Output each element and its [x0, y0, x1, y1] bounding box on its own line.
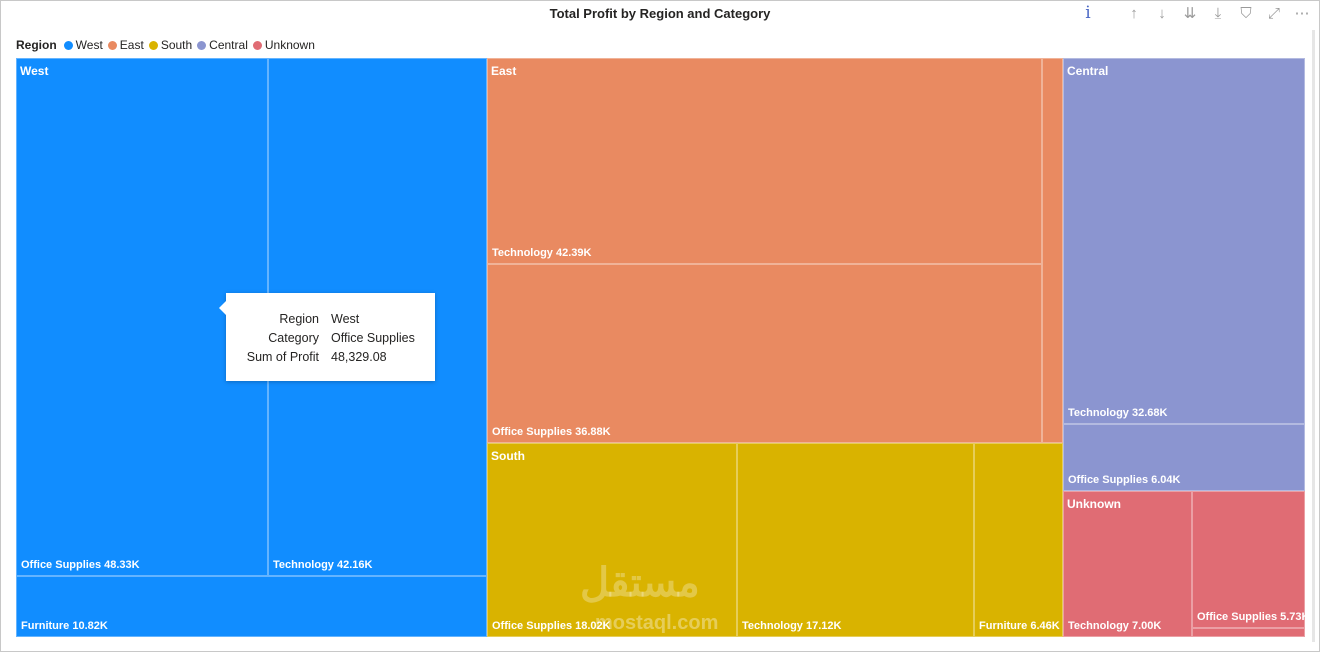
tooltip-value: 48,329.08: [331, 350, 387, 364]
treemap-cell-central-office-supplies[interactable]: Office Supplies 6.04K: [1063, 424, 1305, 491]
treemap: Office Supplies 48.33K Technology 42.16K F…: [16, 58, 1309, 637]
more-options-icon[interactable]: ⋯: [1294, 5, 1310, 22]
legend: Region West East South Central Unknown: [16, 38, 320, 52]
cell-data-label: Office Supplies 36.88K: [492, 426, 611, 438]
cell-data-label: Technology 42.16K: [273, 559, 373, 571]
tooltip-row: Category Office Supplies: [226, 331, 435, 350]
info-icon[interactable]: i: [1085, 3, 1091, 23]
treemap-cell-south-furniture[interactable]: Furniture 6.46K: [974, 443, 1063, 637]
tooltip-row: Sum of Profit 48,329.08: [226, 350, 435, 369]
tooltip-key: Region: [279, 312, 319, 326]
legend-title: Region: [16, 38, 57, 52]
legend-item-west[interactable]: West: [63, 38, 103, 52]
legend-item-central[interactable]: Central: [197, 38, 248, 52]
region-label-south: South: [491, 449, 525, 463]
tooltip-row: Region West: [226, 312, 435, 331]
cell-data-label: Furniture 6.46K: [979, 620, 1060, 632]
cell-data-label: Technology 42.39K: [492, 247, 592, 259]
tooltip-value: West: [331, 312, 360, 326]
treemap-cell-east-furniture[interactable]: [1042, 58, 1063, 443]
tooltip-value: Office Supplies: [331, 331, 415, 345]
tooltip-key: Sum of Profit: [246, 350, 319, 364]
region-label-east: East: [491, 64, 517, 78]
treemap-cell-central-technology[interactable]: Technology 32.68K: [1063, 58, 1305, 424]
cell-data-label: Office Supplies 5.73K: [1197, 611, 1310, 623]
cell-data-label: Technology 7.00K: [1068, 620, 1162, 632]
legend-item-south[interactable]: South: [148, 38, 193, 52]
treemap-cell-unknown-office-supplies[interactable]: Office Supplies 5.73K: [1192, 491, 1309, 628]
region-label-central: Central: [1067, 64, 1109, 78]
watermark-subtext: mostaql.com: [595, 612, 719, 634]
tooltip: Region West Category Office Supplies Sum…: [219, 293, 435, 381]
legend-dot-icon: [63, 40, 73, 50]
expand-hierarchy-icon[interactable]: ⤓: [1214, 4, 1222, 22]
legend-dot-icon: [107, 40, 117, 50]
region-label-unknown: Unknown: [1067, 497, 1121, 511]
legend-label: Unknown: [264, 38, 315, 52]
legend-dot-icon: [148, 40, 158, 50]
visual-toolbar: i ↑ ↓ ⇊ ⤓ ⛉ ⤢ ⋯: [1078, 2, 1312, 24]
treemap-cell-east-technology[interactable]: Technology 42.39K: [487, 58, 1042, 264]
treemap-cell-south-office-supplies[interactable]: Office Supplies 18.02K: [487, 443, 737, 637]
treemap-cell-west-furniture[interactable]: Furniture 10.82K: [16, 576, 487, 637]
chart-title: Total Profit by Region and Category: [549, 6, 771, 21]
legend-dot-icon: [197, 40, 207, 50]
treemap-cell-south-technology[interactable]: Technology 17.12K: [737, 443, 974, 637]
expand-next-level-icon[interactable]: ⇊: [1183, 5, 1197, 22]
treemap-cell-east-office-supplies[interactable]: Office Supplies 36.88K: [487, 264, 1042, 443]
cell-data-label: Office Supplies 6.04K: [1068, 474, 1181, 486]
cell-data-label: Technology 32.68K: [1068, 407, 1168, 419]
legend-label: West: [75, 38, 103, 52]
treemap-cell-unknown-furniture[interactable]: [1192, 628, 1305, 637]
cell-data-label: Furniture 10.82K: [21, 620, 108, 632]
legend-item-east[interactable]: East: [107, 38, 144, 52]
drill-down-icon[interactable]: ↓: [1158, 4, 1166, 22]
treemap-cell-unknown-technology[interactable]: Technology 7.00K: [1063, 491, 1192, 637]
focus-mode-icon[interactable]: ⤢: [1267, 4, 1280, 22]
region-label-west: West: [20, 64, 49, 78]
cell-data-label: Technology 17.12K: [742, 620, 842, 632]
watermark-text: مستقل: [580, 561, 700, 605]
tooltip-key: Category: [268, 331, 319, 345]
vertical-scrollbar[interactable]: [1309, 30, 1318, 642]
legend-label: Central: [209, 38, 248, 52]
legend-label: East: [119, 38, 144, 52]
legend-item-unknown[interactable]: Unknown: [252, 38, 315, 52]
cell-data-label: Office Supplies 48.33K: [21, 559, 140, 571]
filter-icon[interactable]: ⛉: [1240, 4, 1252, 22]
drill-up-icon[interactable]: ↑: [1130, 4, 1138, 22]
legend-label: South: [160, 38, 193, 52]
cell-data-label: Office Supplies 18.02K: [492, 620, 611, 632]
legend-dot-icon: [252, 40, 262, 50]
